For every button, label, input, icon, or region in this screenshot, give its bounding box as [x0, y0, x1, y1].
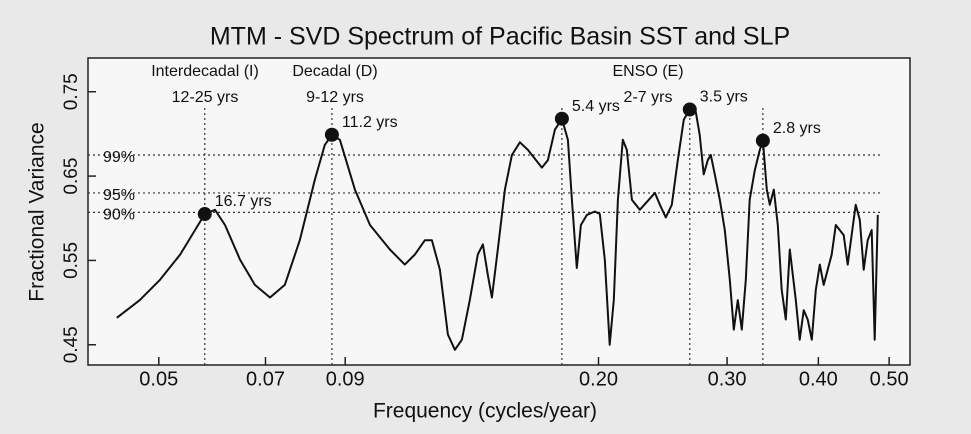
band-title: Decadal (D) — [292, 63, 377, 80]
y-tick-label: 0.65 — [61, 158, 82, 195]
band-title: Interdecadal (I) — [151, 63, 259, 80]
band-range: 2-7 yrs — [624, 89, 673, 106]
x-tick-label: 0.05 — [139, 368, 178, 390]
x-tick-label: 0.09 — [326, 368, 365, 390]
peak-marker — [197, 207, 212, 222]
y-tick-label: 0.45 — [61, 326, 82, 363]
significance-label: 90% — [103, 207, 135, 224]
x-tick-label: 0.40 — [799, 368, 838, 390]
y-tick-label: 0.75 — [61, 73, 82, 110]
x-tick-label: 0.50 — [870, 368, 909, 390]
peak-label: 2.8 yrs — [773, 120, 821, 137]
peak-label: 11.2 yrs — [342, 114, 398, 131]
x-tick-label: 0.07 — [246, 368, 285, 390]
significance-label: 95% — [103, 187, 135, 204]
y-axis-label: Fractional Variance — [26, 122, 49, 301]
peak-marker — [324, 127, 339, 142]
plot-frame — [87, 57, 911, 366]
band-title: ENSO (E) — [612, 63, 683, 80]
significance-label: 99% — [103, 149, 135, 166]
peak-marker — [682, 102, 697, 117]
y-tick-label: 0.55 — [61, 242, 82, 279]
band-range: 12-25 yrs — [172, 89, 239, 106]
spectrum-line — [116, 108, 879, 351]
band-range: 9-12 yrs — [306, 89, 364, 106]
x-axis-label: Frequency (cycles/year) — [373, 400, 597, 423]
peak-marker — [755, 133, 770, 148]
peak-label: 3.5 yrs — [700, 89, 748, 106]
peak-marker — [554, 111, 569, 126]
peak-label: 16.7 yrs — [215, 193, 272, 210]
chart-title: MTM - SVD Spectrum of Pacific Basin SST … — [210, 23, 790, 51]
peak-label: 5.4 yrs — [572, 98, 620, 115]
x-tick-label: 0.20 — [579, 368, 618, 390]
x-tick-label: 0.30 — [708, 368, 747, 390]
